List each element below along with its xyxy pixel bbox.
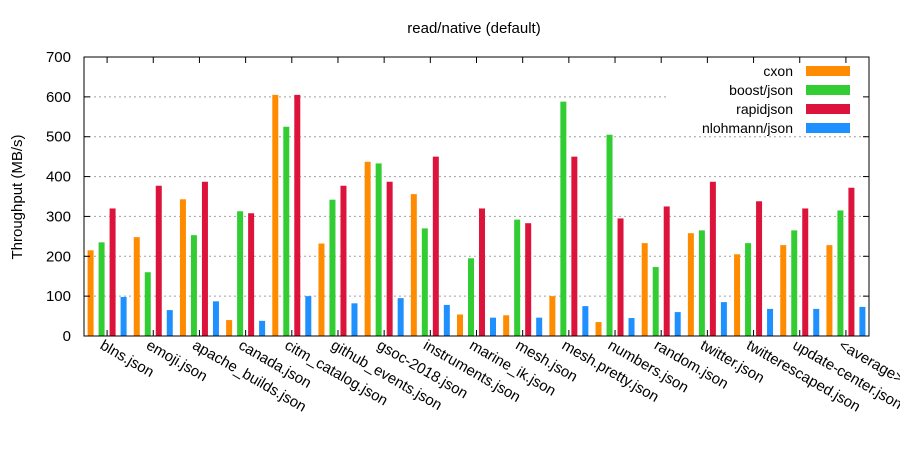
bar-nlohmann-json bbox=[305, 296, 312, 336]
bar-nlohmann-json bbox=[628, 318, 635, 336]
bar-boost-json bbox=[237, 211, 244, 336]
bar-cxon bbox=[826, 245, 833, 336]
bar-cxon bbox=[87, 250, 94, 336]
grid-lines bbox=[84, 96, 869, 297]
bar-boost-json bbox=[421, 228, 428, 336]
bar-nlohmann-json bbox=[259, 320, 266, 336]
bar-boost-json bbox=[606, 134, 613, 336]
bar-boost-json bbox=[560, 101, 567, 336]
bar-cxon bbox=[780, 245, 787, 336]
bar-cxon bbox=[503, 315, 510, 336]
bar-rapidjson bbox=[663, 206, 670, 336]
legend-label: rapidjson bbox=[736, 101, 793, 117]
bar-nlohmann-json bbox=[674, 312, 681, 336]
bar-cxon bbox=[364, 161, 371, 336]
bar-boost-json bbox=[514, 219, 521, 336]
y-tick-label: 500 bbox=[46, 129, 71, 146]
bar-rapidjson bbox=[155, 185, 162, 336]
bar-rapidjson bbox=[201, 181, 208, 336]
bar-nlohmann-json bbox=[166, 310, 173, 336]
bar-boost-json bbox=[652, 267, 659, 336]
bar-rapidjson bbox=[109, 208, 116, 336]
bar-boost-json bbox=[329, 199, 336, 336]
y-tick-label: 300 bbox=[46, 208, 71, 225]
bar-rapidjson bbox=[571, 156, 578, 336]
bar-boost-json bbox=[144, 272, 151, 336]
bar-rapidjson bbox=[525, 223, 532, 336]
bar-boost-json bbox=[791, 230, 798, 336]
bar-cxon bbox=[641, 243, 648, 336]
legend-swatch bbox=[806, 123, 850, 133]
bar-rapidjson bbox=[848, 187, 855, 336]
bar-boost-json bbox=[283, 126, 290, 336]
legend-label: nlohmann/json bbox=[702, 120, 793, 136]
bar-nlohmann-json bbox=[767, 308, 774, 336]
y-tick-label: 700 bbox=[46, 49, 71, 66]
bar-rapidjson bbox=[479, 208, 485, 336]
bar-cxon bbox=[457, 314, 463, 336]
bar-rapidjson bbox=[756, 201, 763, 336]
legend-swatch bbox=[806, 104, 850, 114]
bar-nlohmann-json bbox=[813, 308, 820, 336]
bar-cxon bbox=[410, 194, 417, 336]
bar-nlohmann-json bbox=[720, 302, 727, 336]
bar-cxon bbox=[226, 320, 233, 336]
y-ticks: 0 100 200 300 400 500 600 700 bbox=[46, 49, 869, 345]
bar-cxon bbox=[595, 322, 602, 336]
bar-rapidjson bbox=[340, 185, 347, 336]
bar-nlohmann-json bbox=[443, 304, 450, 336]
bar-nlohmann-json bbox=[582, 306, 589, 336]
y-tick-label: 100 bbox=[46, 288, 71, 305]
bar-nlohmann-json bbox=[397, 298, 404, 336]
bar-boost-json bbox=[190, 235, 197, 336]
bar-rapidjson bbox=[294, 94, 301, 336]
bar-cxon bbox=[549, 296, 556, 336]
bar-cxon bbox=[734, 254, 741, 336]
y-tick-label: 600 bbox=[46, 89, 71, 106]
legend-label: cxon bbox=[763, 63, 793, 79]
bar-nlohmann-json bbox=[536, 317, 543, 336]
legend-swatch bbox=[806, 66, 850, 76]
bar-boost-json bbox=[837, 210, 844, 336]
y-tick-label: 400 bbox=[46, 169, 71, 186]
y-axis-label: Throughput (MB/s) bbox=[9, 134, 26, 259]
bar-boost-json bbox=[98, 242, 105, 336]
bar-boost-json bbox=[745, 243, 752, 336]
plot-border bbox=[83, 56, 870, 337]
bar-rapidjson bbox=[709, 181, 716, 336]
bar-boost-json bbox=[468, 258, 474, 336]
y-tick-label: 200 bbox=[46, 248, 71, 265]
bar-nlohmann-json bbox=[120, 296, 127, 336]
bar-boost-json bbox=[698, 230, 705, 336]
bar-rapidjson bbox=[432, 156, 439, 336]
bar-cxon bbox=[318, 243, 325, 336]
bar-cxon bbox=[687, 233, 694, 336]
bar-rapidjson bbox=[386, 181, 393, 336]
bar-cxon bbox=[133, 237, 140, 336]
bar-rapidjson bbox=[248, 213, 255, 336]
bar-cxon bbox=[272, 94, 279, 336]
axes bbox=[83, 56, 870, 337]
bar-rapidjson bbox=[617, 218, 624, 336]
legend: cxon boost/json rapidjson nlohmann/json bbox=[702, 63, 850, 136]
bar-nlohmann-json bbox=[212, 301, 219, 336]
legend-label: boost/json bbox=[729, 82, 793, 98]
bars bbox=[87, 94, 866, 336]
y-tick-label: 0 bbox=[63, 328, 71, 345]
bar-boost-json bbox=[375, 163, 382, 336]
bar-nlohmann-json bbox=[859, 306, 866, 336]
legend-swatch bbox=[806, 85, 850, 95]
bar-nlohmann-json bbox=[351, 303, 358, 336]
chart-title: read/native (default) bbox=[407, 20, 540, 37]
bar-nlohmann-json bbox=[490, 317, 496, 336]
bar-rapidjson bbox=[802, 208, 809, 336]
bar-cxon bbox=[179, 199, 186, 336]
